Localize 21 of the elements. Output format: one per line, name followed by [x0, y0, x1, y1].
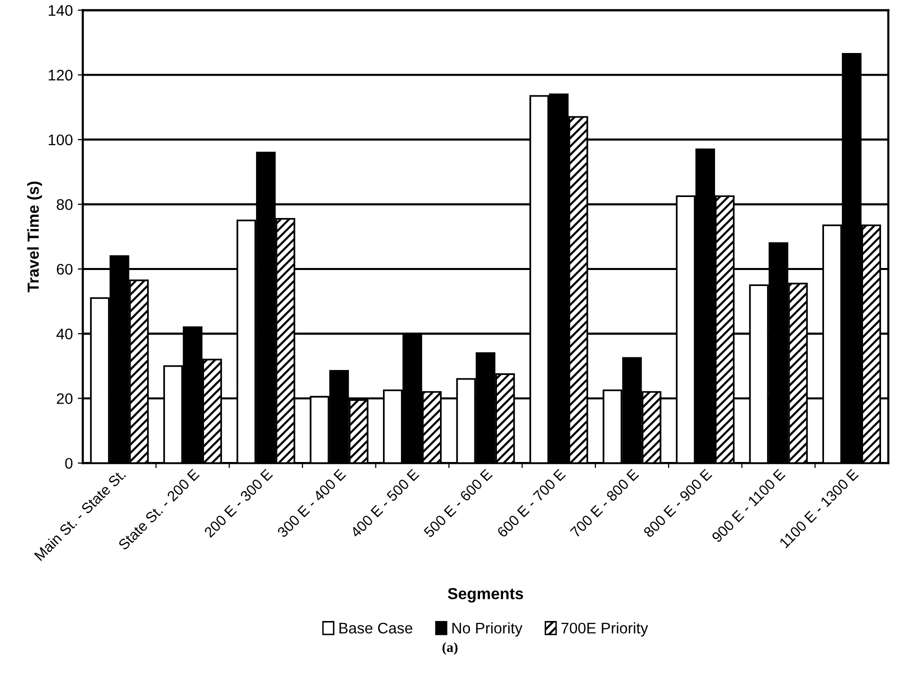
y-tick-label: 0: [65, 458, 72, 469]
x-tick-label: 400 E - 500 E: [350, 468, 420, 538]
y-tick-label: 100: [48, 134, 72, 146]
x-tick-label: 500 E - 600 E: [423, 468, 493, 538]
text: (a): [442, 642, 458, 655]
y-tick-label: 120: [48, 70, 72, 81]
y-axis-title: Travel Time (s): [27, 182, 42, 292]
y-tick-label: 60: [56, 264, 72, 275]
x-tick-label: 300 E - 400 E: [276, 468, 346, 538]
y-tick-label: 80: [56, 199, 72, 210]
x-axis-title: Segments: [448, 588, 524, 603]
x-tick-label: 600 E - 700 E: [496, 468, 566, 538]
y-tick-label: 20: [56, 393, 72, 404]
legend-label: Base Case: [340, 622, 412, 634]
x-tick-label: 200 E - 300 E: [204, 468, 274, 538]
y-tick-label: 140: [48, 5, 72, 16]
x-tick-label: 800 E - 900 E: [642, 468, 712, 538]
legend-label: 700E Priority: [561, 622, 648, 637]
y-tick-label: 40: [56, 328, 72, 340]
x-tick-label: 700 E - 800 E: [570, 468, 640, 538]
legend-label: No Priority: [452, 622, 522, 637]
